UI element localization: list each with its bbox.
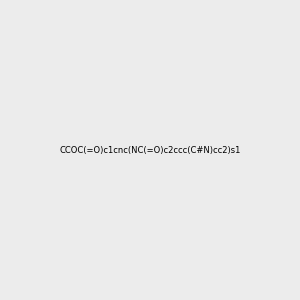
- Text: CCOC(=O)c1cnc(NC(=O)c2ccc(C#N)cc2)s1: CCOC(=O)c1cnc(NC(=O)c2ccc(C#N)cc2)s1: [59, 146, 241, 154]
